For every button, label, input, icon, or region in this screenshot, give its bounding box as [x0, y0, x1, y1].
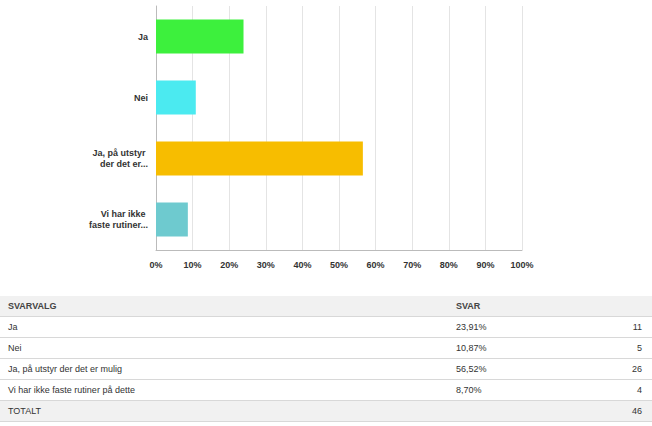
svg-text:faste rutiner...: faste rutiner...	[89, 220, 148, 230]
html-text:TOTALT: TOTALT	[8, 406, 41, 416]
svg-text:Ja: Ja	[138, 32, 149, 42]
html-text:11: 11	[632, 322, 642, 332]
svg-text:40%: 40%	[293, 260, 311, 270]
html-text:56,52%: 56,52%	[456, 364, 487, 374]
svg-text:20%: 20%	[220, 260, 238, 270]
html-text:26: 26	[632, 364, 642, 374]
svg-text:der det er...: der det er...	[100, 159, 148, 169]
svg-text:30%: 30%	[257, 260, 275, 270]
svg-text:10%: 10%	[184, 260, 202, 270]
html-text:46: 46	[632, 406, 642, 416]
html-text:Ja, på utstyr der det er mulig: Ja, på utstyr der det er mulig	[8, 364, 123, 374]
svg-text:Ja, på utstyr: Ja, på utstyr	[92, 148, 148, 158]
html-text:4: 4	[637, 385, 642, 395]
html-text:Nei: Nei	[8, 343, 22, 353]
html-text:10,87%: 10,87%	[456, 343, 487, 353]
svg-text:Nei: Nei	[134, 93, 148, 103]
svg-text:90%: 90%	[476, 260, 494, 270]
svg-text:100%: 100%	[510, 260, 533, 270]
html-text:Ja: Ja	[8, 322, 18, 332]
html-text:Vi har ikke faste rutiner på d: Vi har ikke faste rutiner på dette	[8, 385, 135, 395]
svg-text:60%: 60%	[367, 260, 385, 270]
svg-text:80%: 80%	[440, 260, 458, 270]
svg-text:0%: 0%	[149, 260, 162, 270]
html-text:5: 5	[637, 343, 642, 353]
svg-text:50%: 50%	[330, 260, 348, 270]
html-text:8,70%: 8,70%	[456, 385, 482, 395]
html-text:23,91%: 23,91%	[456, 322, 487, 332]
html-text:SVAR: SVAR	[456, 301, 481, 311]
svg-text:Vi har ikke: Vi har ikke	[101, 209, 148, 219]
html-text:SVARVALG: SVARVALG	[8, 301, 57, 311]
svg-text:70%: 70%	[403, 260, 421, 270]
